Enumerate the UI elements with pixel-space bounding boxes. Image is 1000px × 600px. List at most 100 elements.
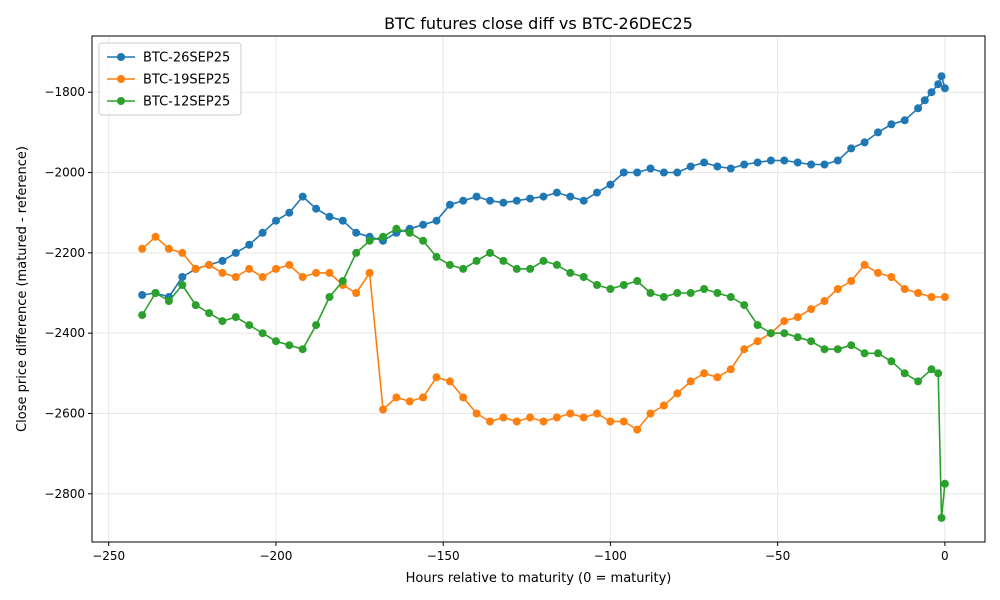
y-tick-label: −2000 (44, 166, 85, 180)
data-point (178, 248, 187, 257)
data-point (940, 84, 949, 93)
data-point (673, 389, 682, 398)
data-point (887, 120, 896, 129)
data-point (606, 285, 615, 293)
data-point (927, 88, 936, 97)
data-point (659, 293, 668, 301)
x-axis-ticks: −250 −200 −150 −100 −50 0 (92, 542, 949, 563)
data-point (272, 216, 280, 225)
data-point (445, 200, 454, 209)
data-point (726, 293, 735, 301)
data-point (432, 373, 441, 382)
data-point (178, 273, 187, 281)
data-point (619, 281, 628, 289)
y-axis-ticks: −2800 −2600 −2400 −2200 −2000 −1800 (44, 85, 92, 501)
data-point (526, 264, 535, 273)
data-point (352, 228, 361, 237)
data-point (138, 244, 147, 253)
data-point (552, 260, 561, 269)
data-point (258, 329, 267, 338)
data-point (579, 413, 588, 422)
data-point (887, 357, 896, 366)
data-point (512, 196, 521, 205)
series-layer (138, 72, 949, 522)
data-point (272, 337, 280, 346)
y-tick-label: −2200 (44, 246, 85, 260)
data-point (619, 168, 628, 177)
data-point (793, 333, 802, 342)
data-point (405, 397, 414, 406)
data-point (539, 256, 548, 265)
data-point (552, 413, 561, 422)
data-point (860, 349, 869, 358)
data-point (419, 220, 428, 229)
legend-label: BTC-12SEP25 (143, 95, 230, 110)
data-point (218, 317, 227, 326)
data-point (860, 138, 869, 147)
data-point (713, 289, 722, 297)
data-point (673, 289, 682, 297)
data-point (459, 196, 468, 205)
data-point (700, 369, 709, 378)
data-point (459, 264, 468, 273)
data-point (325, 268, 334, 277)
legend: BTC-26SEP25 BTC-19SEP25 BTC-12SEP25 (98, 42, 242, 116)
data-point (900, 116, 909, 125)
data-point (726, 365, 735, 374)
plot-area-frame (91, 35, 986, 543)
data-point (833, 285, 842, 293)
data-point (740, 160, 749, 169)
data-point (619, 417, 628, 426)
data-point (379, 405, 387, 414)
data-point (566, 409, 575, 418)
data-point (499, 256, 508, 265)
data-point (392, 393, 401, 402)
data-point (138, 291, 147, 299)
data-point (285, 260, 294, 269)
series-line (141, 228, 946, 519)
data-point (526, 194, 535, 203)
data-point (164, 244, 173, 253)
data-point (539, 417, 548, 426)
data-point (914, 289, 923, 297)
data-point (432, 216, 441, 225)
data-point (780, 156, 789, 165)
data-point (325, 293, 334, 301)
data-point (646, 409, 655, 418)
x-tick-label: −150 (427, 549, 460, 563)
data-point (593, 281, 601, 289)
legend-marker (117, 75, 125, 83)
data-point (920, 96, 929, 105)
data-point (820, 160, 829, 169)
data-point (499, 198, 508, 207)
data-point (365, 236, 374, 245)
data-point (298, 273, 307, 281)
data-point (633, 277, 642, 285)
data-point (151, 232, 160, 241)
data-point (164, 297, 173, 305)
data-point (874, 349, 882, 358)
data-point (499, 413, 508, 422)
data-point (937, 72, 946, 81)
data-point (218, 268, 227, 277)
data-point (365, 268, 374, 277)
data-point (633, 425, 642, 434)
data-point (807, 337, 816, 346)
y-tick-label: −2400 (44, 326, 85, 340)
data-point (298, 192, 307, 201)
data-point (298, 345, 307, 354)
data-point (352, 289, 361, 297)
data-point (753, 321, 762, 330)
data-point (258, 273, 267, 281)
data-point (191, 301, 200, 310)
data-point (606, 180, 615, 189)
x-tick-label: −250 (92, 549, 125, 563)
data-point (713, 162, 722, 171)
x-tick-label: −200 (259, 549, 292, 563)
data-point (579, 196, 588, 205)
data-point (566, 192, 575, 201)
data-point (312, 204, 321, 213)
data-point (793, 313, 802, 322)
series-btc-19sep25 (138, 232, 949, 434)
